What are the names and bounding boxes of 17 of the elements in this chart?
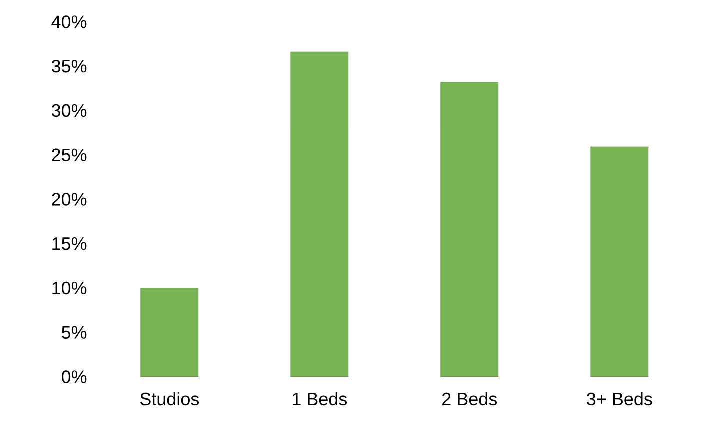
y-tick-label: 15% [52,238,87,250]
y-tick-label: 0% [62,370,87,384]
y-tick-label: 40% [52,16,87,28]
y-tick-label: 5% [62,326,87,339]
bar [290,52,349,377]
x-tick-label: Studios [140,392,200,406]
y-tick-label: 10% [52,282,87,295]
y-tick-label: 25% [52,148,87,162]
y-tick-label: 20% [52,193,87,206]
x-tick-label: 1 Beds [293,392,348,406]
bar [140,288,199,377]
bar [590,146,649,377]
x-tick-label: 2 Beds [442,392,498,406]
y-tick-label: 35% [52,60,87,73]
y-tick-label: 30% [52,104,87,118]
x-tick-label: 3+ Beds [587,392,652,406]
bar [440,82,499,377]
